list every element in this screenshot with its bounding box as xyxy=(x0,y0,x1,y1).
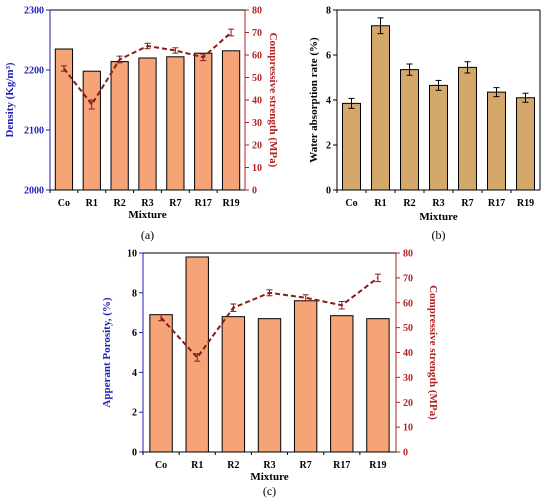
x-tick-label: R7 xyxy=(461,198,473,209)
x-tick-label: R17 xyxy=(333,460,350,471)
y2-tick-label: 0 xyxy=(403,448,408,459)
y2-tick-label: 80 xyxy=(252,6,262,17)
y2-tick-label: 30 xyxy=(403,373,413,384)
x-tick-label: R19 xyxy=(222,198,239,209)
bar-R2 xyxy=(110,61,129,191)
bar-R17 xyxy=(487,91,506,191)
y-tick-label: 0 xyxy=(132,448,137,459)
bar-R19 xyxy=(516,97,535,191)
y-tick-label: 2300 xyxy=(24,6,44,17)
x-tick-label: Co xyxy=(345,198,357,209)
y-tick-label: 2000 xyxy=(24,186,44,197)
x-tick-label: R1 xyxy=(191,460,203,471)
x-tick-label: R19 xyxy=(369,460,386,471)
x-axis-title: Mixture xyxy=(128,209,166,221)
panel-label: (a) xyxy=(141,228,154,242)
x-tick-label: R2 xyxy=(403,198,415,209)
bar-R1 xyxy=(371,25,390,191)
x-tick-label: R1 xyxy=(86,198,98,209)
bar-Co xyxy=(342,102,361,191)
y2-axis-title: Compressive strength (MPa) xyxy=(267,33,279,168)
bar-R7 xyxy=(458,66,477,191)
bar-R7 xyxy=(293,300,318,453)
y-axis-title: Water absorption rate (%) xyxy=(308,37,320,163)
y-tick-label: 2 xyxy=(326,141,331,152)
y-axis-title: Apperant Porosity, (%) xyxy=(101,297,113,407)
bar-R17 xyxy=(194,52,213,191)
x-tick-label: R3 xyxy=(263,460,275,471)
x-tick-label: Co xyxy=(155,460,167,471)
chart-panel-c: 0 2 4 6 8 10 Co R1 R2 R3 R7 R17 R19 Mixture Apperant P… xyxy=(101,249,439,499)
x-tick-label: Co xyxy=(58,198,70,209)
bar-R7 xyxy=(166,56,185,191)
x-tick-label: R1 xyxy=(374,198,386,209)
y2-tick-label: 70 xyxy=(252,28,262,39)
bar-R1 xyxy=(82,70,101,191)
x-tick-label: R3 xyxy=(141,198,153,209)
y2-tick-label: 50 xyxy=(403,323,413,334)
y-tick-label: 4 xyxy=(132,368,137,379)
y2-tick-label: 10 xyxy=(403,423,413,434)
y2-tick-label: 40 xyxy=(403,348,413,359)
x-axis-title: Mixture xyxy=(250,471,288,483)
y2-tick-label: 70 xyxy=(403,273,413,284)
y2-tick-label: 60 xyxy=(403,298,413,309)
x-tick-label: R2 xyxy=(114,198,126,209)
bar-R3 xyxy=(429,84,448,191)
y-tick-label: 10 xyxy=(127,249,137,260)
bar-R3 xyxy=(138,57,157,191)
x-axis-title: Mixture xyxy=(419,211,457,223)
bar-R2 xyxy=(221,316,246,453)
y2-tick-label: 10 xyxy=(252,163,262,174)
y-tick-label: 6 xyxy=(132,328,137,339)
panel-label: (c) xyxy=(263,484,276,498)
bar-R17 xyxy=(330,315,354,453)
y2-tick-label: 60 xyxy=(252,51,262,62)
y-axis-title: Density (Kg/m³) xyxy=(4,62,16,137)
y2-tick-label: 20 xyxy=(252,141,262,152)
y-tick-label: 2100 xyxy=(24,126,44,137)
bar-R19 xyxy=(221,50,241,191)
y2-tick-label: 30 xyxy=(252,118,262,129)
x-tick-label: R2 xyxy=(227,460,239,471)
bar-R3 xyxy=(257,318,282,453)
y-tick-label: 6 xyxy=(326,51,331,62)
x-tick-label: R3 xyxy=(432,198,444,209)
bar-R19 xyxy=(366,318,390,453)
chart-panel-b: 0 2 4 6 8 Co R1 R2 R3 R7 R17 R19 Mixture Water absorp… xyxy=(308,6,541,242)
panel-label: (b) xyxy=(432,228,446,242)
x-tick-label: R7 xyxy=(300,460,312,471)
x-tick-label: R17 xyxy=(488,198,505,209)
y2-tick-label: 20 xyxy=(403,398,413,409)
bar-R2 xyxy=(400,69,419,191)
x-tick-label: R17 xyxy=(195,198,212,209)
y-tick-label: 0 xyxy=(326,186,331,197)
chart-panel-a: 2000 2100 2200 2300 Co R1 R2 R3 R7 R17 R19 Mixture D… xyxy=(4,6,279,243)
x-tick-label: R19 xyxy=(517,198,534,209)
y2-tick-label: 80 xyxy=(403,249,413,260)
bar-Co xyxy=(149,314,173,453)
y2-axis-title: Compressive strength (MPa) xyxy=(427,285,439,420)
y-tick-label: 4 xyxy=(326,96,331,107)
x-tick-label: R7 xyxy=(169,198,181,209)
y2-tick-label: 0 xyxy=(252,186,257,197)
y-tick-label: 8 xyxy=(132,288,137,299)
y-tick-label: 2 xyxy=(132,408,137,419)
y-tick-label: 2200 xyxy=(24,66,44,77)
y2-tick-label: 50 xyxy=(252,73,262,84)
y2-tick-label: 40 xyxy=(252,96,262,107)
y-tick-label: 8 xyxy=(326,6,331,17)
